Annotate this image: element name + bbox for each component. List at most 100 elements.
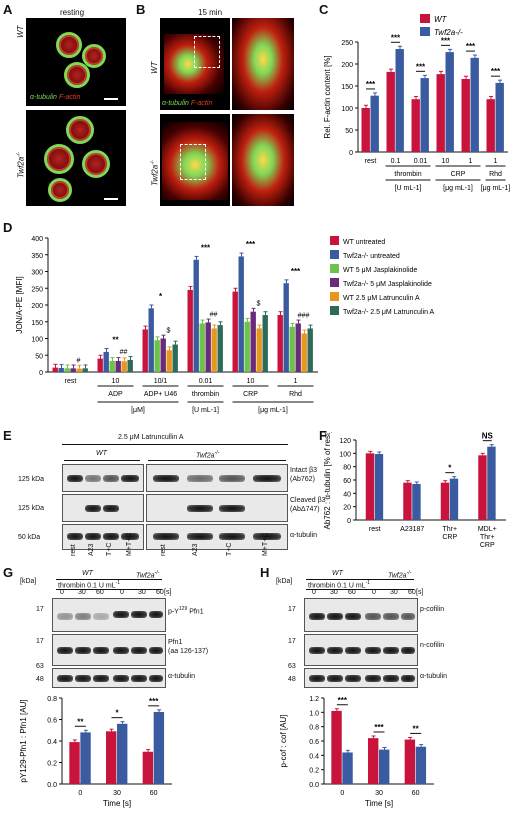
bar [232, 291, 238, 372]
group-label: CRP [451, 171, 466, 178]
bar [283, 283, 289, 372]
bar [374, 454, 384, 520]
x-tick-label: 1 [469, 158, 473, 165]
significance-label: ** [112, 336, 119, 345]
group-label: Rhd [289, 391, 302, 398]
bar [295, 323, 301, 372]
annotation-label: ### [298, 312, 310, 319]
panel-a-wt-label: WT [16, 25, 25, 38]
y-tick-label: 1.0 [309, 710, 319, 717]
panel-label-d: D [3, 220, 13, 235]
chart-d: 0 50 100 150 200 250 300 350 400 JON/A-PE [MFI] re… [15, 236, 435, 414]
bar [193, 259, 199, 372]
x-tick-label: MDL+ [478, 526, 497, 533]
y-tick-label: 60 [343, 478, 351, 485]
bar [142, 751, 154, 784]
h-wt: WT [332, 570, 343, 577]
significance-label: *** [491, 67, 501, 76]
g-kda-2: 17 [36, 638, 44, 645]
x-axis-label: Time [s] [365, 799, 393, 808]
blot-h-p-cofilin [304, 598, 418, 632]
y-tick-label: 0.0 [309, 782, 319, 789]
micrograph-a-wt: α-tubulin F-actin [26, 18, 126, 106]
legend-label: Twf2a-/- [434, 28, 463, 37]
x-tick-label: CRP [442, 534, 457, 541]
x-tick-label: 1 [494, 158, 498, 165]
significance-label: *** [201, 243, 211, 252]
bar [495, 82, 504, 152]
significance-label: *** [291, 267, 301, 276]
y-tick-label: 100 [339, 451, 351, 458]
bar [486, 99, 495, 152]
bar [76, 368, 82, 372]
g-kda-1: 17 [36, 606, 44, 613]
micrograph-b-wt: α-tubulin F-actin [160, 18, 230, 110]
legend-swatch [330, 278, 339, 287]
group-label: thrombin [394, 171, 421, 178]
y-tick-label: 0 [347, 518, 351, 525]
lane-label: M+T+C [262, 532, 269, 556]
g-kda-4: 48 [36, 676, 44, 683]
bar [127, 359, 133, 372]
bar [440, 482, 450, 520]
e-kda-3: 50 kDa [18, 534, 41, 541]
x-tick-label: 0.01 [199, 378, 213, 385]
y-tick-label: 0.6 [309, 739, 319, 746]
unit-label: [U mL-1] [192, 407, 219, 414]
legend-label: WT 5 μM Jasplakinolide [343, 267, 417, 274]
blot-g-pfn1 [52, 634, 166, 666]
time-label: 60 [348, 589, 356, 596]
lane-label: T+C [226, 542, 233, 556]
h-kda-4: 48 [288, 676, 296, 683]
e-kda-1: 125 kDa [18, 476, 45, 483]
time-label: 0 [60, 589, 64, 596]
unit-label: [μg mL-1] [481, 185, 511, 192]
y-tick-label: 0.2 [309, 768, 319, 775]
y-tick-label: 200 [31, 303, 43, 310]
significance-label: *** [366, 80, 376, 89]
y-tick-label: 350 [31, 253, 43, 260]
x-tick-label: 0 [78, 790, 82, 797]
x-tick-label: CRP [480, 542, 495, 549]
h-kda-1: 17 [288, 606, 296, 613]
chart-h: 0.0 0.2 0.4 0.6 0.8 1.0 1.2 p-cof : cof [AU] 0 **… [279, 696, 434, 808]
significance-label: ** [77, 717, 84, 726]
x-axis-label: Time [s] [103, 799, 131, 808]
y-tick-label: 80 [343, 465, 351, 472]
x-tick-label: 0.1 [391, 158, 401, 165]
g-s-label: [s] [164, 589, 172, 596]
x-tick-label: Thr+ [480, 534, 495, 541]
h-ko: Twf2a-/- [388, 570, 412, 580]
legend-swatch [330, 292, 339, 301]
blot-e-cleaved-wt [62, 494, 144, 522]
bar [187, 289, 193, 372]
micrograph-b-wt-zoom [232, 18, 294, 110]
y-tick-label: 0.8 [47, 696, 57, 703]
x-tick-label: rest [369, 526, 381, 533]
bar [412, 484, 421, 520]
significance-label: *** [374, 723, 384, 732]
time-label: 60 [156, 589, 164, 596]
bar [461, 78, 470, 152]
x-tick-label: A23187 [400, 526, 424, 533]
y-tick-label: 40 [343, 491, 351, 498]
panel-e-ko: Twf2a-/- [196, 450, 220, 460]
x-tick-label: rest [365, 158, 377, 165]
bar [449, 478, 459, 520]
x-tick-label: 10 [247, 378, 255, 385]
bar [368, 738, 379, 784]
legend-label: WT 2.5 μM Latrunculin A [343, 295, 420, 302]
panel-e-wt: WT [96, 450, 107, 457]
x-tick-label: Thr+ [442, 526, 457, 533]
x-tick-label: 30 [375, 790, 383, 797]
time-label: 0 [372, 589, 376, 596]
bar [172, 344, 178, 372]
panel-b-ko-label: Twf2a-/- [150, 160, 160, 186]
panel-label-g: G [3, 565, 14, 580]
group-label: Rhd [489, 171, 502, 178]
legend-label: Twf2a-/- 2.5 μM Latrunculin A [343, 309, 435, 316]
bar [80, 732, 91, 784]
panel-b-wt-label: WT [150, 61, 159, 74]
x-tick-label: 30 [113, 790, 121, 797]
